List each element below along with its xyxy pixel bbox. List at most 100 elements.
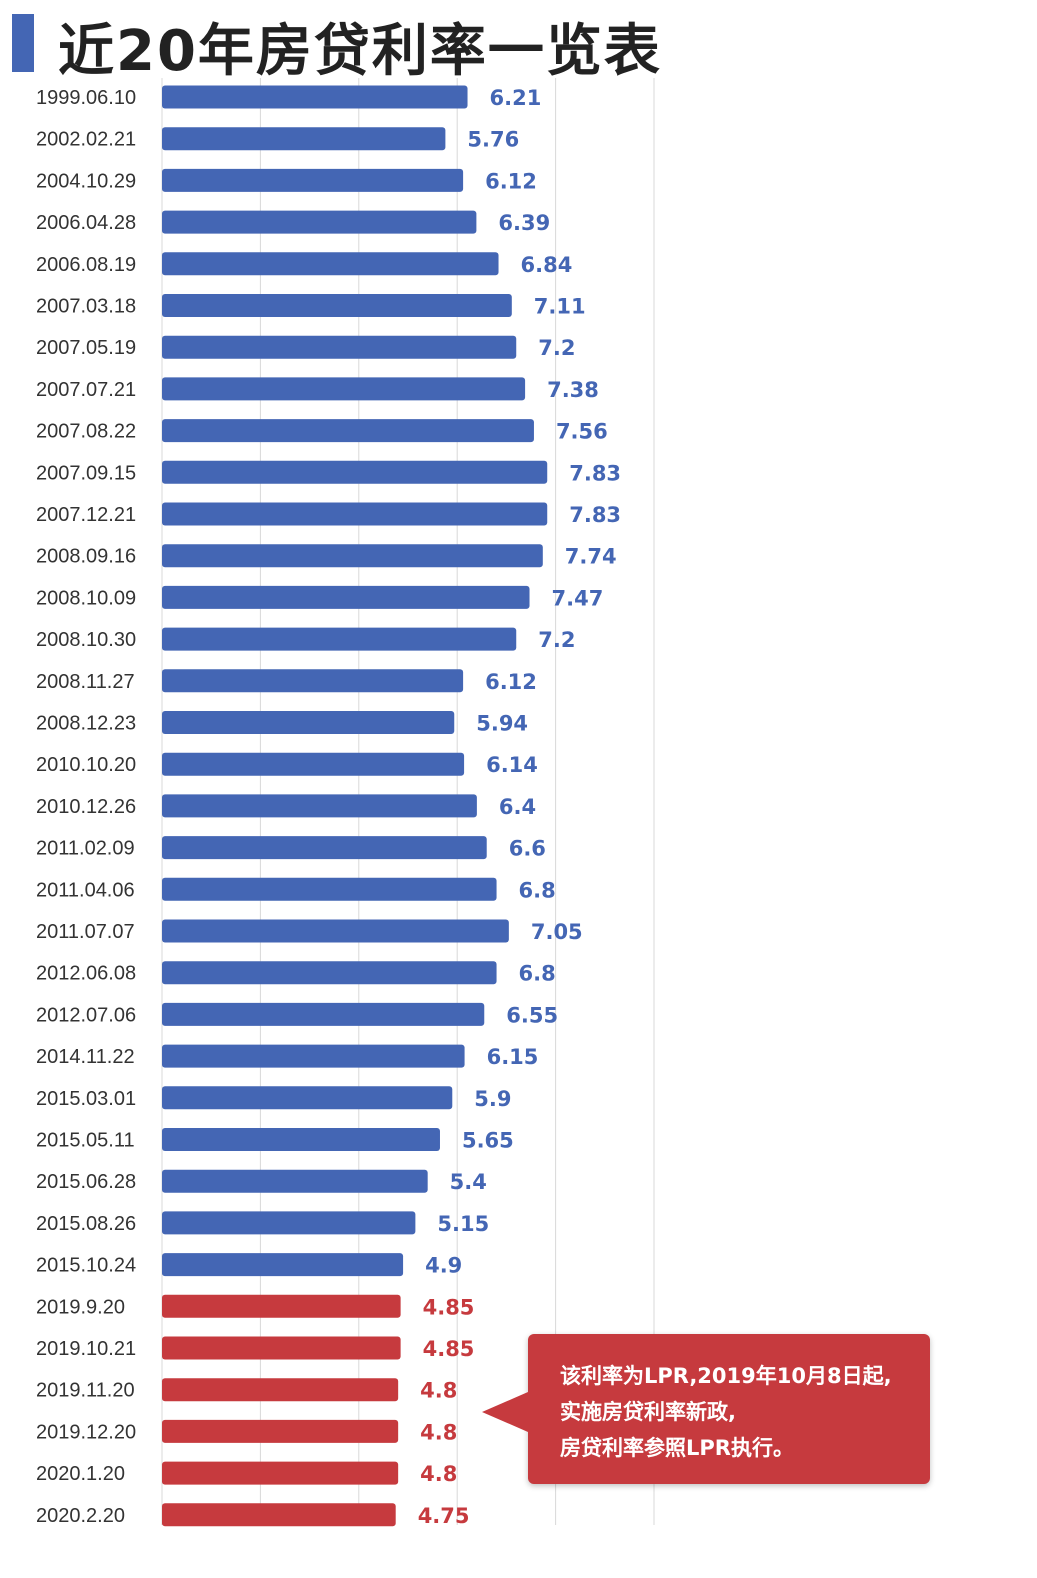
bar bbox=[162, 252, 499, 276]
bar bbox=[162, 585, 530, 609]
bar bbox=[162, 1169, 428, 1193]
bar bbox=[162, 1419, 399, 1443]
value-label: 5.15 bbox=[437, 1212, 489, 1236]
value-label: 7.2 bbox=[538, 628, 575, 652]
category-label: 2012.06.08 bbox=[36, 963, 136, 985]
bar bbox=[162, 1086, 453, 1110]
category-label: 2012.07.06 bbox=[36, 1004, 136, 1026]
value-label: 4.8 bbox=[420, 1462, 457, 1486]
category-label: 2010.12.26 bbox=[36, 796, 136, 818]
callout-text: 该利率为LPR,2019年10月8日起, 实施房贷利率新政, 房贷利率参照LPR… bbox=[560, 1358, 912, 1466]
category-label: 2015.10.24 bbox=[36, 1255, 136, 1277]
category-label: 2014.11.22 bbox=[36, 1046, 135, 1068]
value-label: 7.05 bbox=[531, 920, 583, 944]
category-label: 2011.04.06 bbox=[36, 879, 135, 901]
value-label: 4.8 bbox=[420, 1420, 457, 1444]
bar bbox=[162, 210, 477, 234]
bar bbox=[162, 335, 517, 359]
bar bbox=[162, 961, 497, 985]
category-label: 2010.10.20 bbox=[36, 754, 136, 776]
value-label: 4.85 bbox=[423, 1295, 475, 1319]
callout-line-2: 实施房贷利率新政, bbox=[560, 1400, 736, 1424]
bar bbox=[162, 1211, 416, 1235]
bar bbox=[162, 460, 548, 484]
value-label: 5.9 bbox=[474, 1087, 511, 1111]
bar bbox=[162, 168, 464, 192]
value-label: 6.14 bbox=[486, 753, 538, 777]
category-label: 2019.10.21 bbox=[36, 1338, 136, 1360]
value-label: 6.12 bbox=[485, 169, 537, 193]
category-label: 2008.09.16 bbox=[36, 546, 136, 568]
bar bbox=[162, 1044, 465, 1068]
category-label: 1999.06.10 bbox=[36, 87, 136, 109]
value-label: 7.83 bbox=[569, 461, 621, 485]
category-label: 2015.06.28 bbox=[36, 1171, 136, 1193]
category-label: 2007.05.19 bbox=[36, 337, 136, 359]
value-label: 7.38 bbox=[547, 378, 599, 402]
bar bbox=[162, 294, 512, 317]
bar bbox=[162, 85, 468, 109]
value-label: 6.8 bbox=[519, 878, 556, 902]
bar bbox=[162, 1503, 396, 1527]
callout-line-3: 房贷利率参照LPR执行。 bbox=[560, 1436, 794, 1460]
bar bbox=[162, 1336, 401, 1360]
bar bbox=[162, 1294, 401, 1318]
bar bbox=[162, 377, 526, 401]
page-title: 近20年房贷利率一览表 bbox=[58, 19, 662, 84]
category-label: 2004.10.29 bbox=[36, 170, 136, 192]
value-label: 6.4 bbox=[499, 795, 536, 819]
value-label: 6.12 bbox=[485, 670, 537, 694]
category-label: 2008.10.09 bbox=[36, 587, 136, 609]
category-label: 2007.03.18 bbox=[36, 296, 136, 318]
bar bbox=[162, 1461, 399, 1485]
value-label: 4.8 bbox=[420, 1379, 457, 1403]
value-label: 4.9 bbox=[425, 1254, 462, 1278]
category-label: 2011.02.09 bbox=[36, 838, 135, 860]
bar bbox=[162, 794, 477, 818]
category-label: 2007.12.21 bbox=[36, 504, 136, 526]
category-label: 2008.11.27 bbox=[36, 671, 135, 693]
value-label: 6.21 bbox=[490, 86, 542, 110]
bar bbox=[162, 711, 455, 734]
category-label: 2006.08.19 bbox=[36, 254, 136, 276]
lpr-callout: 该利率为LPR,2019年10月8日起, 实施房贷利率新政, 房贷利率参照LPR… bbox=[482, 1334, 930, 1484]
callout-line-1: 该利率为LPR,2019年10月8日起, bbox=[560, 1364, 892, 1388]
bar bbox=[162, 1002, 485, 1026]
bar bbox=[162, 502, 548, 526]
category-label: 2011.07.07 bbox=[36, 921, 135, 943]
bar bbox=[162, 544, 543, 568]
category-label: 2015.08.26 bbox=[36, 1213, 136, 1235]
category-label: 2019.9.20 bbox=[36, 1296, 125, 1318]
category-label: 2019.11.20 bbox=[36, 1380, 135, 1402]
value-label: 5.4 bbox=[450, 1170, 487, 1194]
value-label: 5.76 bbox=[467, 128, 519, 152]
category-label: 2008.12.23 bbox=[36, 713, 136, 735]
bar bbox=[162, 627, 517, 651]
category-label: 2008.10.30 bbox=[36, 629, 136, 651]
value-label: 7.83 bbox=[569, 503, 621, 527]
category-label: 2015.05.11 bbox=[36, 1130, 135, 1152]
bar bbox=[162, 1253, 404, 1277]
category-label: 2015.03.01 bbox=[36, 1088, 136, 1110]
value-label: 7.2 bbox=[538, 336, 575, 360]
category-label: 2020.2.20 bbox=[36, 1505, 125, 1527]
value-label: 6.84 bbox=[521, 253, 573, 277]
bar bbox=[162, 919, 509, 943]
bar bbox=[162, 1378, 399, 1402]
value-label: 7.11 bbox=[534, 295, 586, 319]
value-label: 6.15 bbox=[487, 1045, 539, 1069]
bar bbox=[162, 752, 465, 776]
bar bbox=[162, 1128, 440, 1151]
bar bbox=[162, 669, 464, 693]
category-label: 2002.02.21 bbox=[36, 129, 136, 151]
value-label: 5.94 bbox=[476, 712, 528, 736]
value-label: 4.85 bbox=[423, 1337, 475, 1361]
category-label: 2020.1.20 bbox=[36, 1463, 125, 1485]
category-label: 2006.04.28 bbox=[36, 212, 136, 234]
value-label: 7.56 bbox=[556, 420, 608, 444]
category-label: 2007.08.22 bbox=[36, 421, 136, 443]
value-label: 7.74 bbox=[565, 545, 617, 569]
bar bbox=[162, 836, 487, 860]
category-label: 2019.12.20 bbox=[36, 1421, 136, 1443]
